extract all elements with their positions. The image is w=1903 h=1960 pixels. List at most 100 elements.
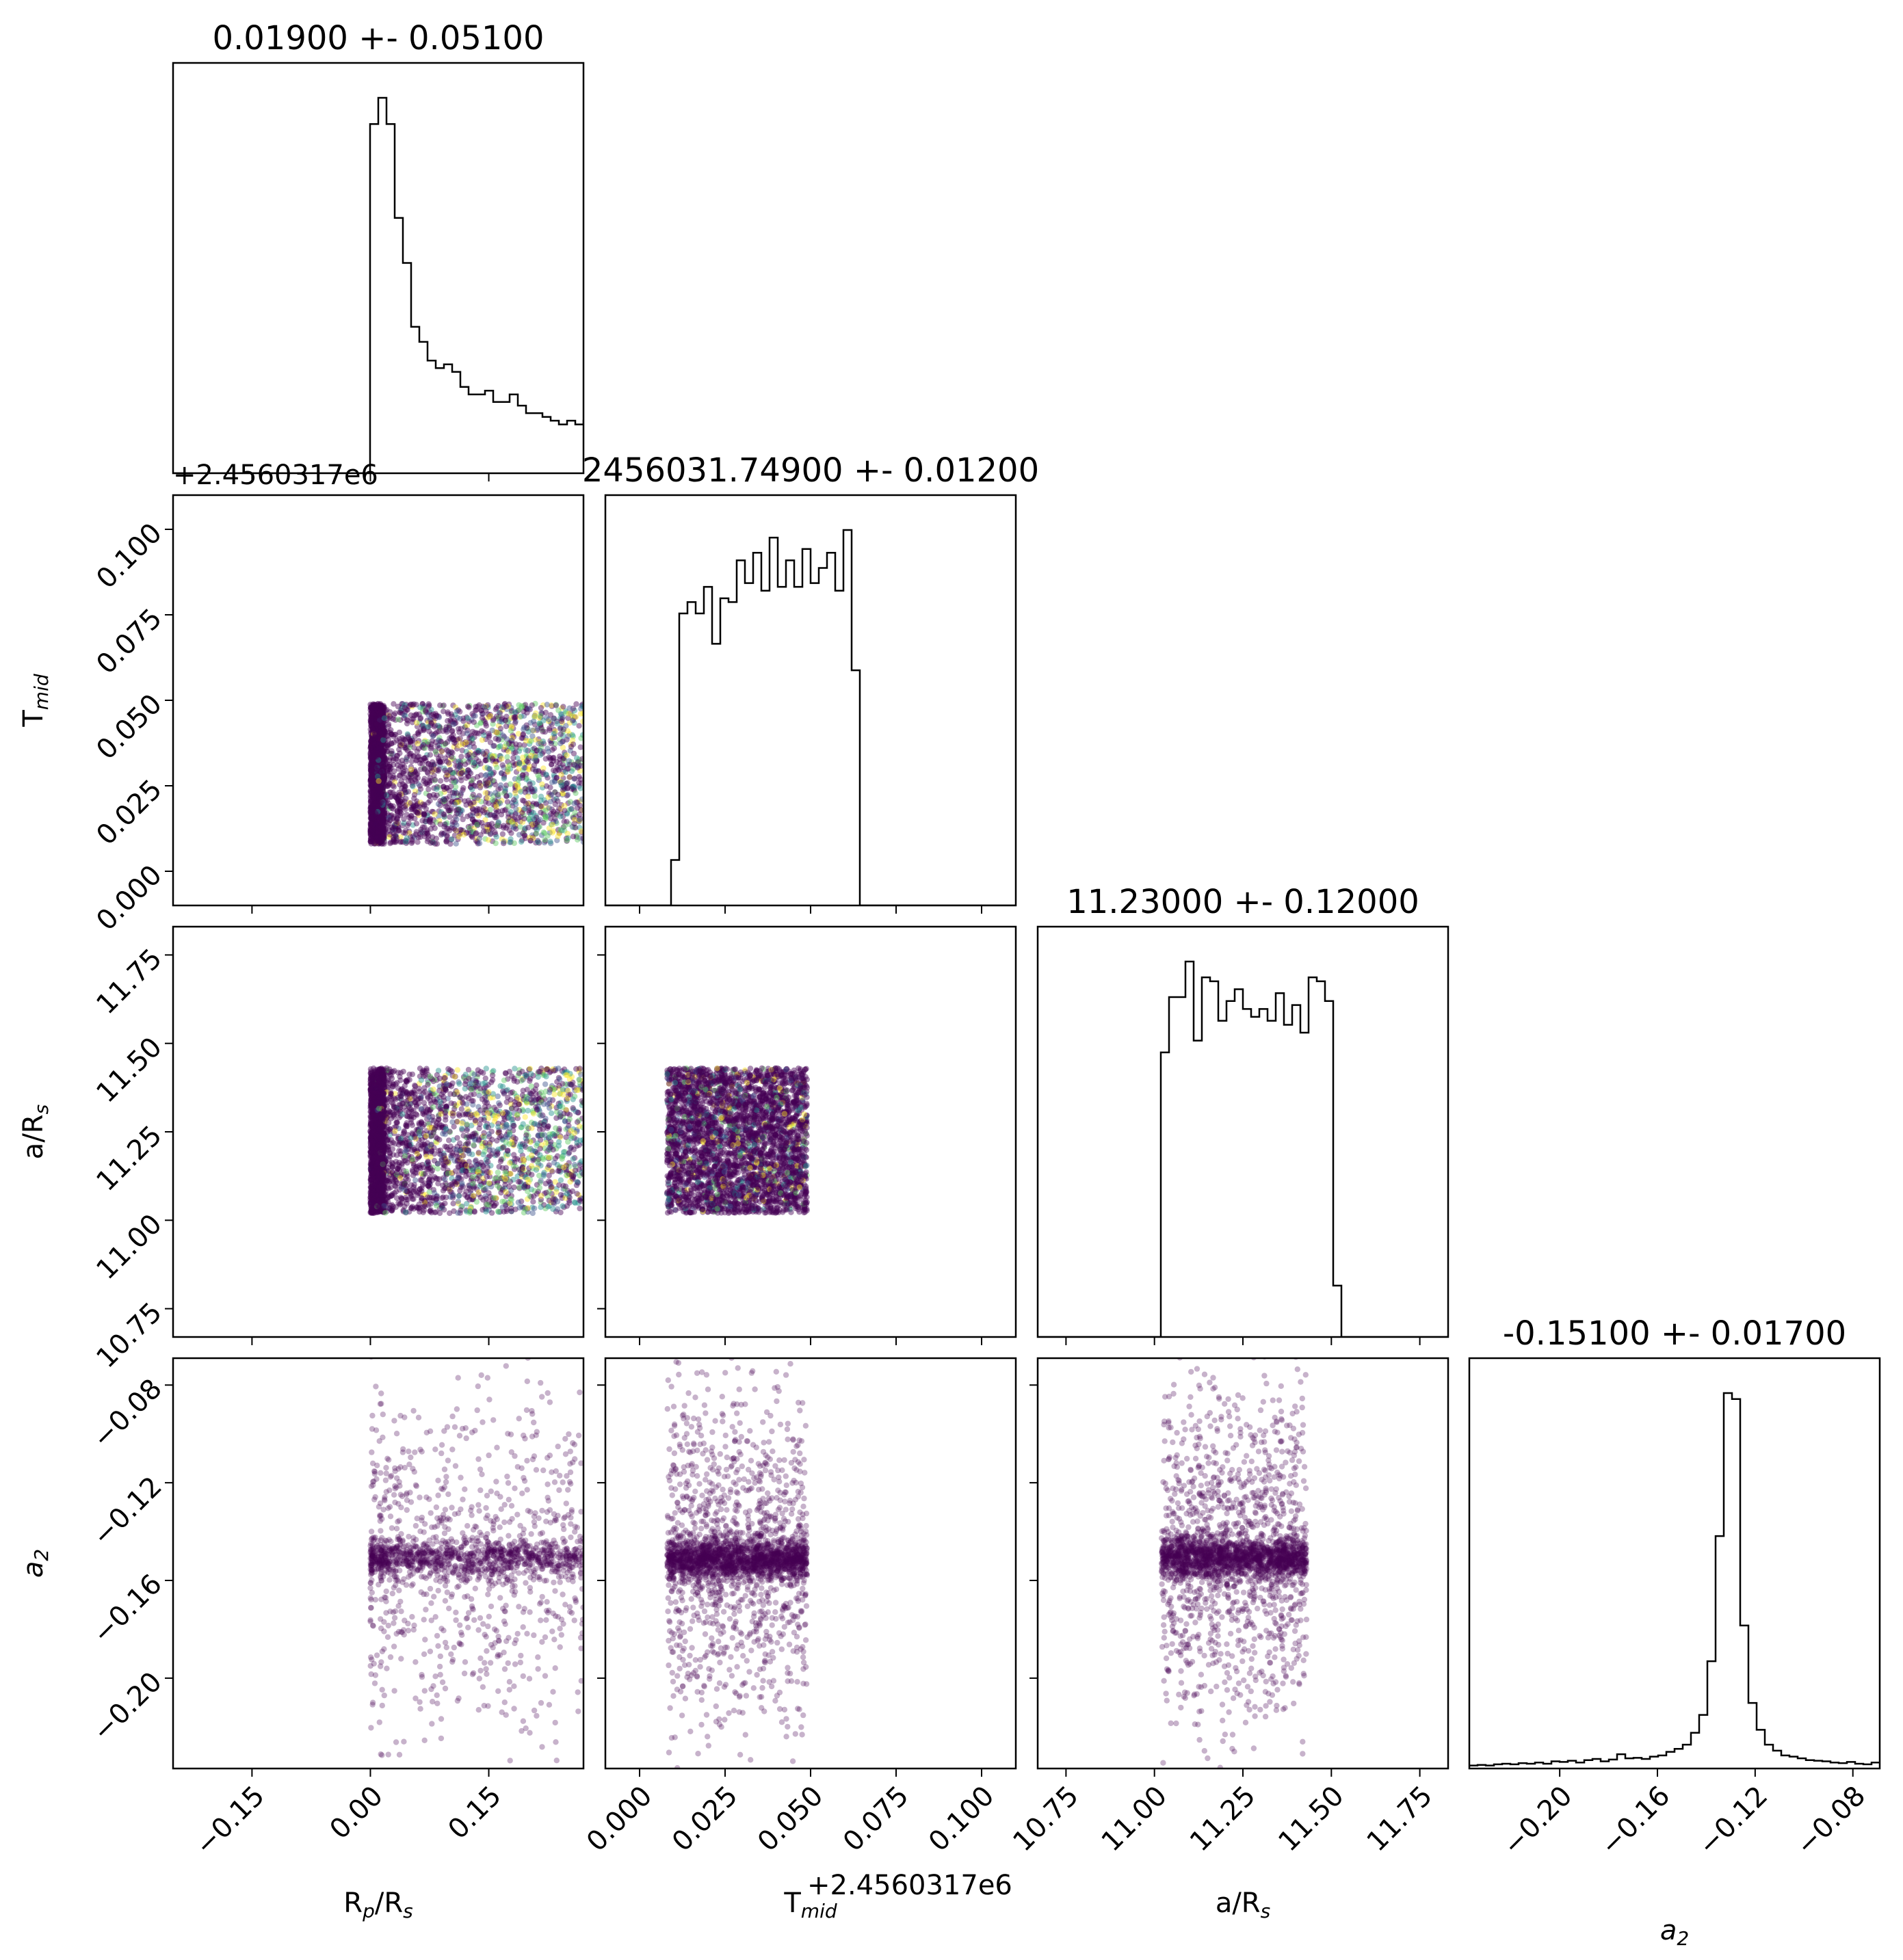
scatter-point — [490, 802, 497, 808]
scatter-point — [527, 785, 534, 791]
scatter-point — [457, 758, 463, 765]
scatter-point — [423, 780, 430, 786]
scatter-point — [408, 738, 414, 744]
scatter-point — [415, 729, 421, 735]
scatter-point — [399, 701, 405, 707]
scatter-point — [369, 797, 376, 804]
scatter-point — [510, 803, 516, 809]
scatter-point — [372, 823, 378, 830]
scatter-point — [526, 778, 532, 784]
scatter-point — [403, 795, 409, 802]
scatter-point — [531, 745, 538, 752]
scatter-point — [374, 789, 380, 795]
scatter-point — [372, 815, 379, 821]
scatter-point — [376, 713, 382, 719]
scatter-point — [420, 742, 427, 748]
scatter-point — [557, 725, 564, 731]
scatter-point — [404, 812, 410, 818]
scatter-point — [382, 826, 389, 832]
scatter-point — [376, 779, 382, 786]
scatter-point — [369, 747, 376, 753]
scatter-point — [371, 837, 377, 844]
scatter-point — [529, 809, 535, 815]
histogram-bin — [1814, 1761, 1822, 1769]
scatter-point — [419, 722, 426, 728]
scatter-point — [527, 706, 533, 713]
scatter-point — [478, 707, 484, 714]
scatter-point — [402, 764, 408, 770]
scatter-point — [502, 717, 508, 724]
scatter-point — [369, 820, 375, 826]
y-tick-label: 0.075 — [90, 602, 168, 680]
scatter-point — [507, 781, 514, 787]
scatter-point — [379, 717, 385, 724]
scatter-point — [381, 732, 387, 739]
scatter-point — [521, 832, 528, 838]
scatter-point — [474, 836, 480, 842]
scatter-point — [463, 830, 469, 836]
scatter-point — [371, 749, 377, 755]
scatter-point — [455, 798, 462, 804]
scatter-point — [572, 817, 578, 823]
scatter-point — [444, 837, 450, 843]
scatter-point — [373, 763, 380, 770]
scatter-point — [407, 737, 413, 743]
scatter-point — [505, 764, 511, 770]
scatter-point — [487, 711, 493, 718]
scatter-point — [441, 702, 447, 708]
scatter-point — [377, 779, 384, 785]
scatter-point — [547, 815, 554, 821]
scatter-point — [428, 762, 434, 768]
scatter-point — [576, 773, 582, 780]
scatter-point — [438, 739, 445, 745]
scatter-point — [534, 747, 540, 754]
scatter-point — [370, 770, 376, 776]
scatter-point — [374, 838, 381, 845]
scatter-point — [506, 717, 512, 724]
scatter-point — [527, 719, 534, 726]
scatter-point — [375, 721, 381, 728]
scatter-point — [399, 792, 406, 799]
scatter-point — [405, 747, 411, 754]
scatter-point — [397, 763, 404, 769]
scatter-point — [547, 738, 553, 744]
scatter-point — [367, 716, 374, 723]
scatter-point — [381, 836, 388, 842]
scatter-point — [457, 827, 464, 833]
scatter-point — [525, 789, 531, 796]
scatter-point — [368, 768, 374, 774]
scatter-point — [371, 719, 378, 725]
scatter-point — [544, 745, 551, 752]
scatter-point — [371, 808, 378, 815]
scatter-point — [381, 762, 387, 768]
scatter-point — [373, 735, 379, 742]
scatter-point — [395, 793, 402, 799]
scatter-point — [560, 813, 566, 819]
scatter-point — [375, 753, 381, 760]
scatter-point — [444, 785, 450, 791]
scatter-point — [377, 713, 383, 719]
scatter-point — [372, 825, 378, 832]
histogram-bin — [679, 613, 687, 905]
scatter-point — [399, 701, 406, 707]
histogram-bin — [712, 644, 720, 905]
scatter-point — [440, 784, 447, 790]
scatter-point — [386, 757, 393, 764]
scatter-point — [409, 780, 416, 786]
scatter-point — [404, 731, 410, 737]
scatter-point — [369, 718, 376, 724]
scatter-point — [471, 751, 478, 758]
scatter-point — [369, 793, 375, 799]
scatter-point — [477, 782, 484, 789]
scatter-point — [434, 784, 441, 790]
scatter-point — [549, 747, 555, 753]
scatter-point — [441, 765, 447, 771]
scatter-point — [464, 727, 471, 734]
scatter-point — [513, 806, 519, 812]
scatter-point — [507, 722, 513, 729]
scatter-point — [487, 791, 493, 797]
scatter-point — [395, 827, 402, 833]
scatter-point — [469, 780, 475, 786]
scatter-point — [529, 702, 535, 708]
x-tick-label: −0.16 — [1594, 1780, 1676, 1862]
